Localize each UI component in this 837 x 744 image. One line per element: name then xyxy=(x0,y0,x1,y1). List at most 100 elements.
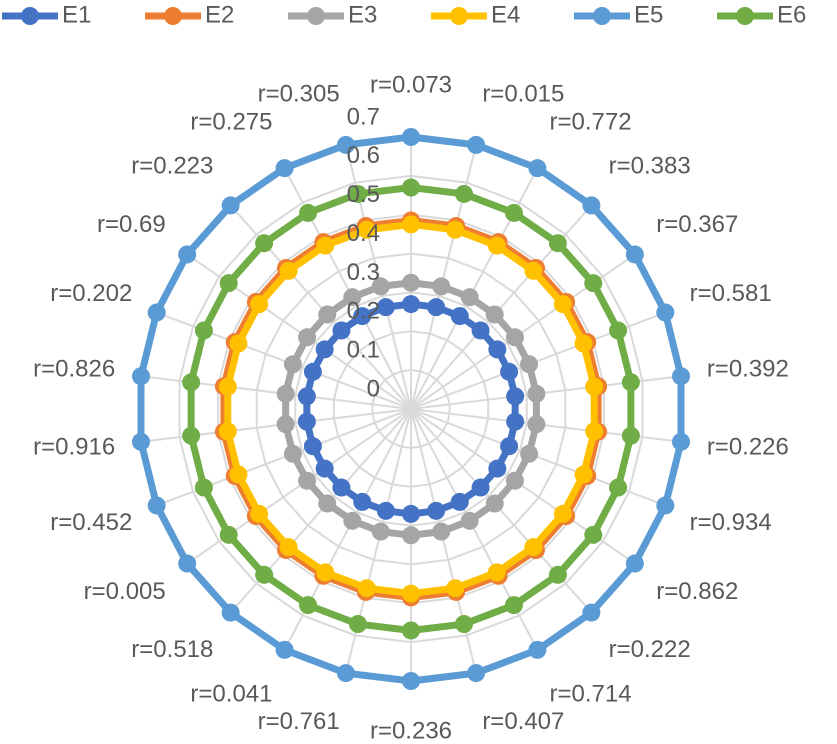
data-point xyxy=(520,355,539,374)
category-label: r=0.202 xyxy=(50,280,132,307)
data-point xyxy=(656,303,675,322)
data-point xyxy=(520,444,539,463)
data-point xyxy=(336,135,355,154)
data-point xyxy=(500,362,519,381)
data-point xyxy=(548,234,567,253)
data-point xyxy=(303,437,322,456)
data-point xyxy=(506,412,525,431)
data-point xyxy=(471,478,490,497)
category-label: r=0.581 xyxy=(690,280,772,307)
category-label: r=0.826 xyxy=(33,355,115,382)
data-point xyxy=(485,494,504,513)
data-point xyxy=(402,178,420,197)
data-point xyxy=(194,478,213,497)
category-label: r=0.772 xyxy=(549,108,631,135)
category-label: r=0.383 xyxy=(609,153,691,180)
data-point xyxy=(131,367,150,386)
data-point xyxy=(625,554,644,573)
category-label: r=0.223 xyxy=(131,153,213,180)
data-point xyxy=(402,273,420,292)
data-point xyxy=(182,373,201,392)
category-label: r=0.862 xyxy=(656,578,738,605)
data-point xyxy=(528,640,547,659)
data-point xyxy=(255,234,274,253)
data-point xyxy=(332,321,351,340)
category-label: r=0.222 xyxy=(609,636,691,663)
y-tick-label: 0.4 xyxy=(347,220,380,247)
category-label: r=0.392 xyxy=(707,355,789,382)
data-point xyxy=(229,334,248,353)
data-point xyxy=(250,504,269,523)
y-tick-label: 0.2 xyxy=(347,298,380,325)
data-point xyxy=(432,277,451,296)
data-point xyxy=(553,504,572,523)
data-point xyxy=(585,377,604,396)
data-point xyxy=(527,415,546,434)
data-point xyxy=(283,444,302,463)
legend-marker xyxy=(593,7,611,25)
data-point xyxy=(402,584,420,603)
data-point xyxy=(357,579,376,598)
data-point xyxy=(548,565,567,584)
data-point xyxy=(371,522,390,541)
data-point xyxy=(621,373,640,392)
data-point xyxy=(553,295,572,314)
data-point xyxy=(460,511,479,530)
legend-label: E4 xyxy=(491,1,520,28)
data-point xyxy=(343,288,362,307)
data-point xyxy=(298,471,317,490)
data-point xyxy=(279,261,298,280)
data-point xyxy=(524,538,543,557)
data-point xyxy=(582,603,601,622)
data-point xyxy=(147,496,166,515)
data-point xyxy=(348,615,367,634)
category-label: r=0.452 xyxy=(50,509,132,536)
legend-label: E2 xyxy=(205,1,234,28)
data-point xyxy=(485,305,504,324)
spoke xyxy=(410,144,478,410)
data-point xyxy=(625,245,644,264)
data-point xyxy=(402,504,420,523)
data-point xyxy=(584,274,603,293)
data-point xyxy=(275,640,294,659)
data-point xyxy=(609,321,628,340)
category-label: r=0.916 xyxy=(33,433,115,460)
data-point xyxy=(318,494,337,513)
data-point xyxy=(427,298,446,317)
data-point xyxy=(672,432,691,451)
data-point xyxy=(178,245,197,264)
data-point xyxy=(376,501,395,520)
data-point xyxy=(332,478,351,497)
data-point xyxy=(584,525,603,544)
data-point xyxy=(218,422,237,441)
category-label: r=0.275 xyxy=(190,108,272,135)
data-point xyxy=(506,387,525,406)
category-label: r=0.934 xyxy=(690,509,772,536)
spoke xyxy=(344,408,412,674)
data-point xyxy=(582,196,601,215)
data-point xyxy=(488,459,507,478)
data-point xyxy=(402,621,420,640)
data-point xyxy=(672,367,691,386)
data-point xyxy=(131,432,150,451)
data-point xyxy=(221,196,240,215)
data-point xyxy=(219,525,238,544)
data-point xyxy=(504,203,523,222)
data-point xyxy=(585,422,604,441)
data-point xyxy=(218,377,237,396)
data-point xyxy=(527,384,546,403)
data-point xyxy=(315,340,334,359)
data-point xyxy=(402,215,420,234)
data-point xyxy=(450,307,469,326)
data-point xyxy=(376,298,395,317)
data-point xyxy=(219,274,238,293)
data-point xyxy=(524,261,543,280)
data-point xyxy=(221,603,240,622)
data-point xyxy=(402,672,420,690)
data-point xyxy=(656,496,675,515)
data-point xyxy=(504,596,523,615)
data-point xyxy=(357,220,376,239)
data-point xyxy=(621,426,640,445)
data-point xyxy=(402,295,420,314)
legend-label: E5 xyxy=(634,1,663,28)
